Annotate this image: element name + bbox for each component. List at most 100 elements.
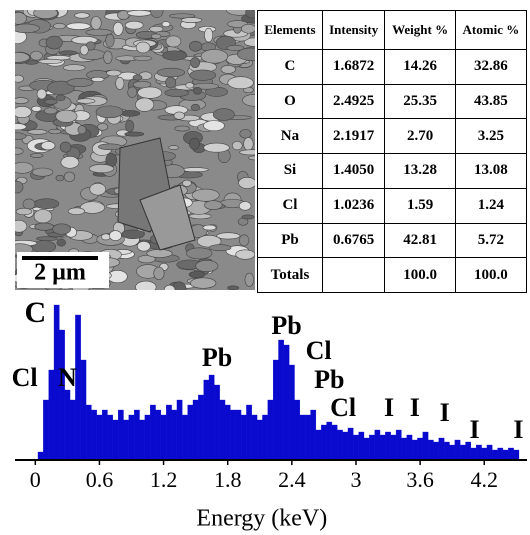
spectrum: 0 0.6 1.2 1.8 2.4 3 3.6 4.2 Energy (keV) C Cl N Pb Pb… xyxy=(12,296,527,532)
grain xyxy=(79,201,105,214)
bar xyxy=(449,444,455,461)
grain xyxy=(124,20,144,30)
table-cell: C xyxy=(257,49,323,85)
grain xyxy=(33,209,53,224)
bar xyxy=(358,431,365,461)
grain xyxy=(27,129,48,135)
grain xyxy=(208,244,232,252)
bar xyxy=(123,419,129,461)
grain xyxy=(133,55,153,61)
grain xyxy=(120,110,141,117)
bar xyxy=(374,429,381,461)
grain xyxy=(15,97,29,104)
grain xyxy=(162,50,188,61)
bar xyxy=(395,429,402,461)
bar xyxy=(155,409,162,461)
bar xyxy=(166,404,172,461)
grain xyxy=(189,69,216,81)
bar xyxy=(59,329,65,461)
grain xyxy=(127,86,138,98)
bar xyxy=(139,419,146,461)
grain xyxy=(89,183,107,196)
bar xyxy=(171,409,178,461)
table-cell xyxy=(321,257,386,293)
grain xyxy=(190,277,217,289)
grain xyxy=(106,69,122,77)
bar xyxy=(289,364,295,461)
grain xyxy=(55,174,65,182)
grain xyxy=(59,141,72,153)
grain xyxy=(15,74,24,83)
table-cell: 100.0 xyxy=(384,257,456,293)
grain xyxy=(31,167,54,177)
grain xyxy=(55,94,66,102)
grain xyxy=(239,149,255,156)
grain xyxy=(156,67,186,78)
peak-label: Pb xyxy=(202,343,232,372)
grain xyxy=(216,232,241,240)
grain xyxy=(168,13,196,19)
grain xyxy=(15,219,28,233)
grain xyxy=(161,21,171,28)
bar xyxy=(85,404,92,461)
table-cell: 2.1917 xyxy=(321,118,386,155)
grain xyxy=(244,272,255,287)
bar xyxy=(128,414,135,461)
grain xyxy=(58,50,78,56)
bar xyxy=(438,437,445,461)
grain xyxy=(203,120,225,132)
table-cell: 42.81 xyxy=(384,222,456,259)
bar xyxy=(240,414,247,461)
grain xyxy=(115,76,125,90)
grain xyxy=(34,222,55,231)
bar xyxy=(337,429,343,461)
grain xyxy=(95,105,124,119)
grain xyxy=(66,78,94,87)
peak-label: Cl xyxy=(306,336,332,365)
bar xyxy=(401,437,407,461)
grain xyxy=(136,240,151,252)
sem-image xyxy=(15,10,255,290)
bar xyxy=(470,447,477,461)
grain xyxy=(165,35,182,48)
bar xyxy=(390,434,397,461)
bar xyxy=(37,451,44,461)
grain xyxy=(238,234,250,247)
bar xyxy=(235,409,242,461)
grain xyxy=(33,10,58,19)
grain xyxy=(182,179,192,187)
grain xyxy=(239,129,252,139)
grain xyxy=(124,131,145,137)
table-cell: Cl xyxy=(257,187,323,224)
grain xyxy=(67,207,86,215)
peak-label: I xyxy=(470,415,480,444)
bar xyxy=(363,437,370,461)
table-cell: 1.24 xyxy=(454,187,528,224)
peak-label: Pb xyxy=(271,311,301,340)
table-cell: 1.0236 xyxy=(321,187,386,224)
grain xyxy=(203,142,230,153)
table-cell: Na xyxy=(257,118,323,155)
peak-label: I xyxy=(513,415,523,444)
grain xyxy=(15,132,27,141)
grain xyxy=(132,80,152,89)
bar xyxy=(80,359,87,461)
grain xyxy=(77,125,87,135)
bar xyxy=(176,399,183,461)
grain xyxy=(15,207,33,216)
grain xyxy=(56,238,66,247)
table-cell: 3.25 xyxy=(454,118,528,155)
table-cell: 13.08 xyxy=(454,153,528,189)
bar xyxy=(422,431,429,461)
grain xyxy=(15,23,40,33)
bar xyxy=(208,374,215,461)
bar xyxy=(347,427,354,461)
table-cell: 13.28 xyxy=(384,153,456,189)
grain xyxy=(204,200,223,210)
table-cell: 2.4925 xyxy=(321,83,386,120)
bar xyxy=(278,339,284,461)
bar xyxy=(465,441,472,461)
grain xyxy=(241,214,255,220)
grain xyxy=(137,254,156,264)
